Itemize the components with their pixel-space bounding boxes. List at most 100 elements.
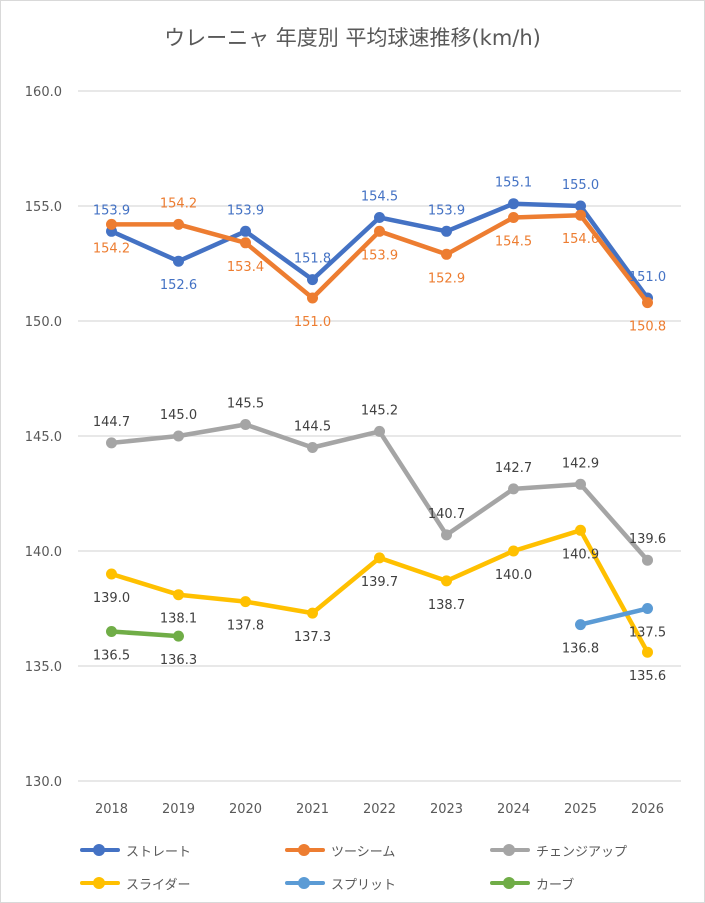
x-axis-ticks: 2018 2019 2020 2021 2022 2023 2024 2025 2026	[95, 802, 664, 817]
legend-label: カーブ	[536, 877, 575, 893]
data-point[interactable]	[575, 524, 586, 536]
legend-label: スプリット	[331, 877, 397, 893]
series-3	[106, 524, 653, 658]
data-label: 140.0	[495, 568, 532, 583]
data-point[interactable]	[240, 419, 251, 430]
data-label: 154.5	[495, 235, 532, 250]
data-point[interactable]	[374, 212, 385, 223]
data-label: 142.9	[562, 456, 599, 471]
data-point[interactable]	[307, 607, 318, 619]
data-label: 153.9	[428, 203, 465, 218]
data-point[interactable]	[575, 209, 586, 221]
x-tick-label: 2021	[296, 802, 329, 817]
data-label: 154.5	[361, 190, 398, 205]
legend-marker-icon	[283, 841, 327, 859]
data-point[interactable]	[374, 552, 385, 564]
data-label: 140.9	[562, 547, 599, 562]
data-label: 138.1	[160, 612, 197, 627]
data-label: 145.2	[361, 403, 398, 418]
data-point[interactable]	[441, 529, 452, 541]
series-line	[109, 629, 181, 639]
y-tick-label: 150.0	[25, 315, 62, 330]
data-point[interactable]	[575, 478, 586, 490]
series-layer	[106, 198, 653, 658]
legend-marker-icon	[78, 874, 122, 892]
data-point[interactable]	[173, 630, 184, 642]
data-point[interactable]	[508, 198, 519, 210]
data-point[interactable]	[575, 619, 586, 631]
data-point[interactable]	[173, 430, 184, 442]
data-point[interactable]	[441, 225, 452, 237]
legend-item-changeup[interactable]: チェンジアップ	[488, 841, 628, 860]
data-point[interactable]	[106, 568, 117, 580]
data-point[interactable]	[508, 483, 519, 495]
x-tick-label: 2022	[363, 802, 396, 817]
data-point[interactable]	[642, 603, 653, 614]
data-point[interactable]	[307, 292, 318, 304]
y-tick-label: 155.0	[25, 200, 62, 215]
data-point[interactable]	[240, 225, 251, 237]
y-tick-label: 160.0	[25, 85, 62, 100]
data-point[interactable]	[307, 274, 318, 286]
data-label: 144.5	[294, 420, 331, 435]
data-label: 154.2	[160, 196, 197, 211]
data-point[interactable]	[508, 212, 519, 223]
series-line	[578, 606, 650, 627]
data-label: 151.8	[294, 252, 331, 267]
data-point[interactable]	[441, 575, 452, 587]
data-point[interactable]	[508, 545, 519, 557]
data-point[interactable]	[642, 554, 653, 566]
y-tick-label: 130.0	[25, 775, 62, 790]
x-tick-label: 2025	[564, 802, 597, 817]
data-label: 151.0	[294, 315, 331, 330]
data-label: 151.0	[629, 270, 666, 285]
data-point[interactable]	[173, 218, 184, 230]
data-label: 153.4	[227, 260, 264, 275]
data-point[interactable]	[374, 425, 385, 437]
series-2	[106, 419, 653, 566]
data-label: 144.7	[93, 415, 130, 430]
data-label: 153.9	[93, 203, 130, 218]
data-label: 137.3	[294, 630, 331, 645]
data-label: 150.8	[629, 320, 666, 335]
legend-item-straight[interactable]: ストレート	[78, 841, 192, 860]
legend-label: ストレート	[126, 844, 192, 860]
data-point[interactable]	[642, 297, 653, 309]
data-label: 145.0	[160, 408, 197, 423]
legend-item-slider[interactable]: スライダー	[78, 874, 191, 893]
data-point[interactable]	[441, 248, 452, 260]
legend-marker-icon	[488, 874, 532, 892]
x-tick-label: 2024	[497, 802, 530, 817]
chart-title: ウレーニャ 年度別 平均球速推移(km/h)	[164, 26, 541, 50]
data-point[interactable]	[642, 646, 653, 658]
data-label: 153.9	[361, 248, 398, 263]
data-point[interactable]	[106, 437, 117, 449]
data-point[interactable]	[240, 596, 251, 608]
data-label: 154.6	[562, 232, 599, 247]
legend-item-curve[interactable]: カーブ	[488, 874, 575, 893]
y-tick-label: 145.0	[25, 430, 62, 445]
data-point[interactable]	[173, 589, 184, 601]
x-tick-label: 2020	[229, 802, 262, 817]
data-point[interactable]	[374, 225, 385, 237]
data-label: 136.5	[93, 649, 130, 664]
legend-item-split[interactable]: スプリット	[283, 874, 397, 893]
legend-marker-icon	[488, 841, 532, 859]
data-point[interactable]	[106, 218, 117, 230]
legend-item-two-seam[interactable]: ツーシーム	[283, 841, 395, 860]
data-label: 136.8	[562, 642, 599, 657]
series-4	[575, 603, 653, 631]
data-point[interactable]	[307, 442, 318, 453]
data-label: 142.7	[495, 461, 532, 476]
data-point[interactable]	[575, 200, 586, 212]
x-tick-label: 2023	[430, 802, 463, 817]
data-point[interactable]	[173, 255, 184, 267]
data-point[interactable]	[106, 626, 117, 637]
data-label: 155.1	[495, 176, 532, 191]
legend-label: チェンジアップ	[536, 844, 628, 860]
legend-label: スライダー	[126, 877, 191, 893]
y-tick-label: 140.0	[25, 545, 62, 560]
data-point[interactable]	[240, 237, 251, 249]
